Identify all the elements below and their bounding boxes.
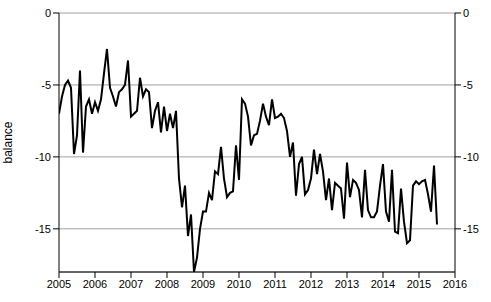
svg-text:-15: -15	[463, 223, 479, 235]
svg-text:-5: -5	[463, 79, 473, 91]
svg-text:balance: balance	[8, 121, 15, 163]
svg-text:2014: 2014	[371, 278, 395, 290]
svg-text:2005: 2005	[47, 278, 71, 290]
svg-text:-15: -15	[35, 223, 51, 235]
svg-text:-5: -5	[41, 79, 51, 91]
svg-text:-10: -10	[463, 151, 479, 163]
svg-text:2010: 2010	[227, 278, 251, 290]
svg-text:0: 0	[45, 7, 51, 19]
svg-text:2006: 2006	[83, 278, 107, 290]
svg-text:0: 0	[463, 7, 469, 19]
svg-text:2007: 2007	[119, 278, 143, 290]
svg-text:-10: -10	[35, 151, 51, 163]
svg-text:2016: 2016	[443, 278, 467, 290]
svg-text:2009: 2009	[191, 278, 215, 290]
svg-text:2011: 2011	[263, 278, 287, 290]
svg-text:2012: 2012	[299, 278, 323, 290]
svg-text:2008: 2008	[155, 278, 179, 290]
svg-text:2015: 2015	[407, 278, 431, 290]
svg-text:2013: 2013	[335, 278, 359, 290]
